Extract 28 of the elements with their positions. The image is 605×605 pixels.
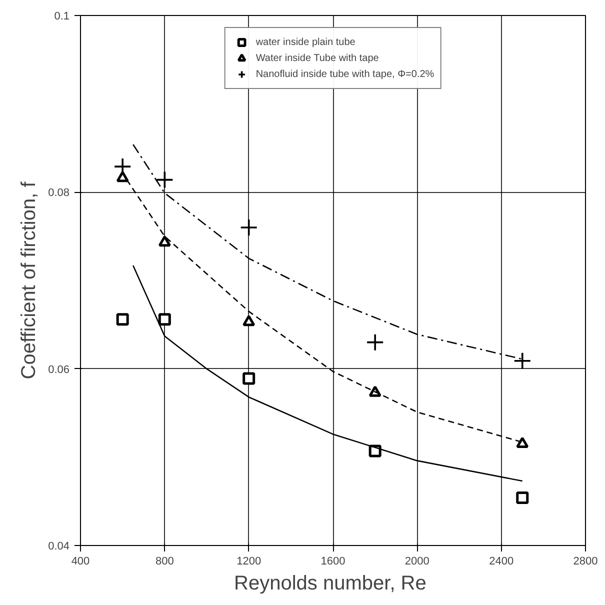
point (240, 218, 258, 236)
point (242, 314, 256, 326)
x-tick-label: 1600 (320, 556, 346, 568)
point (116, 313, 129, 326)
x-tick-label: 1200 (236, 556, 262, 568)
x-tick-label: 2400 (489, 556, 514, 568)
point (366, 333, 384, 352)
point (116, 171, 129, 182)
point (516, 492, 529, 504)
x-tick-label: 2000 (404, 556, 430, 568)
x-tick-label: 400 (71, 556, 90, 568)
point (513, 352, 532, 370)
point (158, 313, 171, 326)
y-axis-title: Coefficient of firction, f (18, 181, 40, 380)
point (156, 170, 174, 189)
point (158, 235, 171, 247)
y-tick-label: 0.06 (48, 364, 70, 376)
y-tick-label: 0.1 (54, 10, 70, 22)
x-tick-label: 2800 (573, 556, 598, 568)
x-axis-title: Reynolds number, Re (234, 572, 426, 594)
legend-label: Water inside Tube with tape (256, 52, 379, 65)
point (242, 372, 256, 385)
point (516, 436, 529, 448)
legend-label: Nanofluid inside tube with tape, Φ=0.2% (256, 68, 434, 81)
x-tick-label: 800 (155, 556, 174, 568)
y-tick-label: 0.04 (48, 540, 70, 552)
y-tick-label: 0.08 (48, 187, 70, 200)
legend-label: water inside plain tube (256, 36, 356, 49)
